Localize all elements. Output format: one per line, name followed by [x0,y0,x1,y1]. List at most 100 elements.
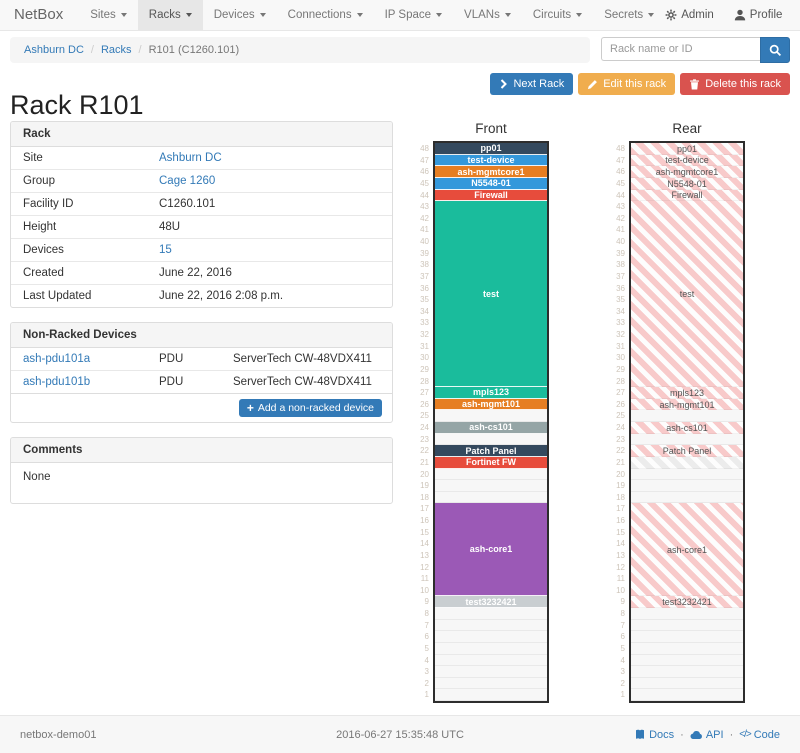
nav-item-ip-space[interactable]: IP Space [374,0,453,30]
nav-item-connections[interactable]: Connections [277,0,374,30]
rack-device-ash-cs101[interactable]: ash-cs101 [435,422,547,434]
rack-attr-row: Facility ID C1260.101 [11,192,392,216]
rack-device-fortinet-fw[interactable]: Fortinet FW [435,456,547,469]
device-link[interactable]: ash-pdu101a [23,353,91,365]
navbar-admin[interactable]: Admin [665,9,714,21]
rear-elevation-title: Rear [672,121,702,136]
content: Ashburn DC / Racks / R101 (C1260.101) Next R… [0,37,800,703]
unit-number: 6 [620,632,625,642]
add-nonracked-device-label: Add a non-racked device [257,402,374,414]
rack-unit-empty [631,468,743,481]
unit-number: 11 [616,574,625,584]
rack-device-rear-mpls123[interactable]: mpls123 [631,387,743,399]
nav-item-secrets[interactable]: Secrets [593,0,665,30]
attr-value-link[interactable]: Ashburn DC [159,152,222,164]
rack-device-rear-ash-core1[interactable]: ash-core1 [631,503,743,597]
rack-device-patch-panel[interactable]: Patch Panel [435,445,547,457]
rack-device-ash-mgmtcore1[interactable]: ash-mgmtcore1 [435,166,547,178]
device-name[interactable]: ash-pdu101b [11,370,147,393]
footer-link-code[interactable]: </> Code [739,728,780,741]
search-input[interactable] [601,37,760,61]
breadcrumb-link-racks[interactable]: Racks [100,44,132,56]
attr-label: Last Updated [11,284,147,307]
rack-device-test3232421[interactable]: test3232421 [435,596,547,608]
unit-number: 10 [420,585,429,595]
footer-link-api[interactable]: API [690,729,724,741]
rack-device-rear-test[interactable]: test [631,201,743,388]
unit-number: 7 [620,620,625,630]
add-nonracked-device-button[interactable]: + Add a non-racked device [238,399,382,417]
rack-device-rear-ash-cs101[interactable]: ash-cs101 [631,422,743,434]
attr-label: Group [11,169,147,193]
rack-device-rear-n5548-01[interactable]: N5548-01 [631,177,743,190]
rack-unit-empty [631,666,743,678]
breadcrumb-link-ashburn-dc[interactable]: Ashburn DC [24,44,84,56]
device-name[interactable]: ash-pdu101a [11,348,147,371]
breadcrumb: Ashburn DC / Racks / R101 (C1260.101) [10,37,590,63]
rack-device-rear-firewall[interactable]: Firewall [631,189,743,202]
unit-number: 23 [420,434,429,444]
unit-number: 16 [420,516,429,525]
unit-number: 44 [420,190,429,200]
rack-device-mpls123[interactable]: mpls123 [435,387,547,399]
unit-number: 26 [616,399,625,409]
rack-device-rear-ash-mgmtcore1[interactable]: ash-mgmtcore1 [631,166,743,178]
unit-number: 43 [616,202,625,212]
navbar-right: AdminProfileLog out [665,0,800,30]
breadcrumb-separator: / [90,44,94,56]
nav-item-racks[interactable]: Racks [137,0,203,30]
nav-item-circuits[interactable]: Circuits [522,0,593,30]
rack-device-test[interactable]: test [435,201,547,388]
attr-value-link[interactable]: 15 [159,244,172,256]
brand[interactable]: NetBox [14,6,64,23]
delete-rack-button[interactable]: Delete this rack [680,73,790,95]
nav-item-vlans[interactable]: VLANs [453,0,522,30]
rack-device-rear-test3232421[interactable]: test3232421 [631,596,743,608]
nav-item-sites[interactable]: Sites [79,0,138,30]
unit-number: 46 [420,167,429,177]
caret-down-icon [648,13,655,17]
attr-value[interactable]: Ashburn DC [147,147,392,170]
attr-label: Created [11,261,147,285]
rack-attr-row: Site Ashburn DC [11,147,392,170]
rack-device-ash-mgmt101[interactable]: ash-mgmt101 [435,398,547,411]
caret-down-icon [576,13,583,17]
rack-unit-empty [435,642,547,655]
attr-value[interactable]: Cage 1260 [147,169,392,193]
caret-down-icon [259,13,266,17]
unit-number: 42 [616,213,625,223]
nonracked-device-row: ash-pdu101a PDU ServerTech CW-48VDX411 [11,348,392,371]
rack-device-n5548-01[interactable]: N5548-01 [435,177,547,190]
search-button[interactable] [760,37,790,63]
caret-down-icon [120,13,127,17]
rack-device-pp01[interactable]: pp01 [435,143,547,155]
rack-device-rear-fortinet-fw[interactable] [631,456,743,469]
nav-item-devices[interactable]: Devices [203,0,277,30]
rack-device-ash-core1[interactable]: ash-core1 [435,503,547,597]
attr-value[interactable]: 15 [147,238,392,262]
rack-attr-row: Height 48U [11,215,392,239]
breadcrumb-separator: / [138,44,142,56]
rack-elevations: Front 48 47 46 45 44 43 42 41 40 39 38 37 36 35 34 33 32… [415,121,745,703]
unit-number: 13 [616,550,625,560]
footer-link-docs[interactable]: Docs [634,729,674,741]
edit-rack-button[interactable]: Edit this rack [578,73,676,95]
attr-value-link[interactable]: Cage 1260 [159,175,216,187]
rack-device-rear-pp01[interactable]: pp01 [631,143,743,155]
unit-number: 4 [620,655,625,665]
unit-number: 25 [420,411,429,421]
rack-attr-row: Last Updated June 22, 2016 2:08 p.m. [11,284,392,307]
next-rack-button[interactable]: Next Rack [490,73,574,95]
unit-number: 13 [420,550,429,560]
rack-device-firewall[interactable]: Firewall [435,189,547,202]
rack-device-rear-test-device[interactable]: test-device [631,154,743,167]
unit-number: 2 [620,678,625,688]
navbar-profile[interactable]: Profile [734,9,782,21]
rack-device-rear-ash-mgmt101[interactable]: ash-mgmt101 [631,398,743,411]
device-link[interactable]: ash-pdu101b [23,376,91,388]
unit-number: 31 [616,341,625,351]
rack-device-test-device[interactable]: test-device [435,154,547,167]
rack-attr-row: Devices 15 [11,238,392,262]
rack-device-rear-patch-panel[interactable]: Patch Panel [631,445,743,457]
unit-number: 18 [616,492,625,502]
